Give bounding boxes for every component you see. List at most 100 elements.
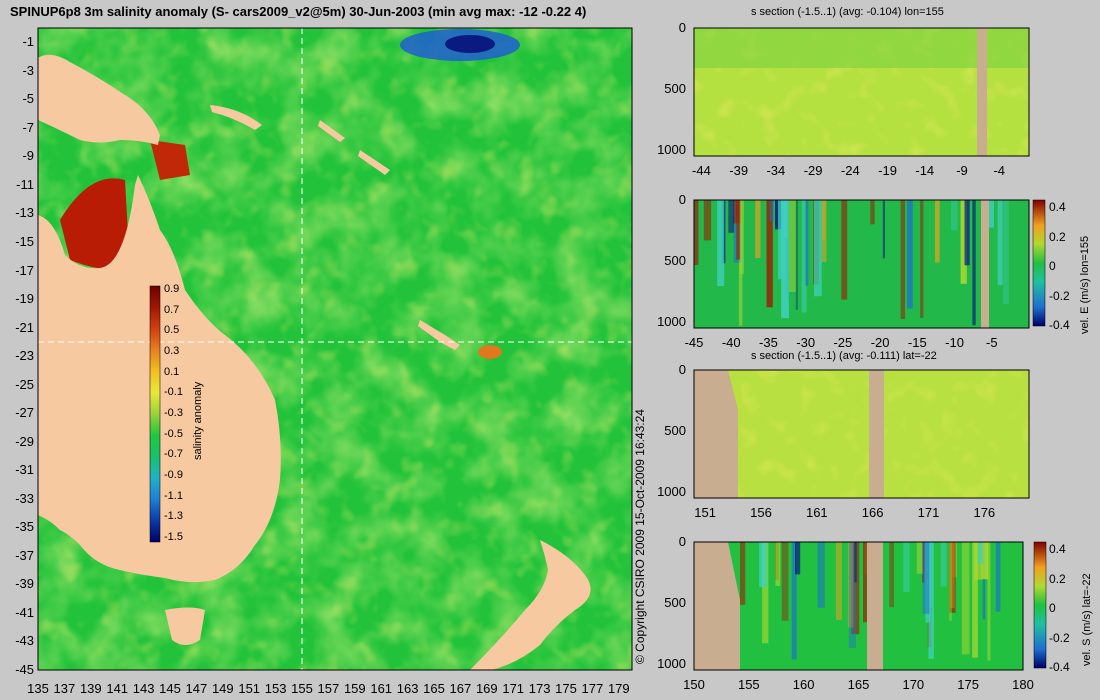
- map-y-tick: -17: [15, 262, 34, 278]
- velocity-stripe: [755, 200, 761, 258]
- panel3-texture: [694, 370, 1029, 498]
- panel1-y-tick: 1000: [657, 141, 686, 157]
- velocity-stripe: [841, 200, 848, 300]
- panel4-y-tick: 1000: [657, 655, 686, 671]
- velocity-stripe: [870, 200, 875, 225]
- land-new-guinea: [38, 54, 160, 145]
- velocity-stripe: [960, 200, 967, 284]
- panel4-x-tick: 160: [792, 677, 815, 692]
- map-y-tick: -21: [15, 319, 34, 335]
- velocity-stripe: [982, 542, 986, 620]
- velocity-stripe: [964, 200, 970, 266]
- panel2-y-tick: 1000: [657, 313, 686, 329]
- velocity-stripe: [795, 200, 798, 310]
- velocity-stripe: [851, 542, 860, 635]
- panel4-land-column: [867, 542, 883, 670]
- map-y-tick: -29: [15, 433, 34, 449]
- map-y-tick: -37: [15, 547, 34, 563]
- map-y-tick: -1: [22, 34, 34, 50]
- map-y-tick: -23: [15, 348, 34, 364]
- panel1-y-tick: 0: [678, 20, 686, 35]
- land-new-britain: [210, 105, 262, 130]
- velocity-stripe: [854, 542, 857, 583]
- velocity-stripe: [863, 542, 871, 623]
- panel2-x-tick: -35: [759, 335, 778, 350]
- velocity-stripe: [847, 542, 854, 628]
- panel1-x-tick: -44: [692, 163, 711, 178]
- panel1-surface-layer: [694, 28, 1029, 68]
- map-x-tick: 161: [370, 681, 393, 696]
- map-x-tick: 145: [159, 681, 181, 696]
- panel3-y-tick: 1000: [657, 483, 686, 499]
- panel3-y-tick: 0: [678, 362, 686, 377]
- panel2-x-tick: -20: [870, 335, 890, 350]
- section-panel-2: [693, 199, 1046, 329]
- panel2-field: [694, 200, 1029, 328]
- velocity-stripe: [778, 200, 786, 280]
- panel4-colorbar-tick: 0: [1049, 601, 1056, 615]
- panel2-y-tick: 500: [664, 252, 686, 268]
- velocity-stripe: [728, 200, 735, 233]
- panel3-x-tick: 171: [917, 505, 940, 520]
- velocity-stripe: [717, 200, 725, 287]
- map-y-tick: -33: [15, 490, 34, 506]
- velocity-stripe: [997, 200, 1003, 286]
- salty-patch-north: [150, 140, 190, 180]
- panel2-velocity-stripes: [694, 200, 1009, 326]
- velocity-stripe: [817, 542, 825, 608]
- map-x-tick: 159: [343, 681, 366, 696]
- velocity-stripe: [900, 200, 906, 319]
- panel3-x-tick: 156: [750, 505, 772, 520]
- map-y-tick: -27: [15, 405, 34, 421]
- velocity-stripe: [822, 200, 826, 241]
- panel4-colorbar-tick: -0.2: [1049, 630, 1070, 645]
- velocity-stripe: [766, 200, 773, 308]
- map-y-tick: -9: [22, 148, 34, 164]
- map-y-tick: -25: [15, 376, 34, 392]
- velocity-stripe: [950, 542, 955, 609]
- map-x-tick: 165: [423, 681, 445, 696]
- velocity-stripe: [805, 200, 809, 286]
- panel2-colorbar-tick: 0.2: [1049, 229, 1066, 244]
- map-x-tick: 179: [607, 681, 630, 696]
- panel3-y-tick: 500: [664, 422, 686, 438]
- panel4-x-tick: 150: [683, 677, 705, 692]
- panel2-x-tick: -25: [833, 335, 853, 350]
- panel4-x-tick: 170: [902, 677, 925, 692]
- panel2-x-tick: -30: [796, 335, 816, 350]
- velocity-stripe: [940, 542, 947, 587]
- map-x-tick: 167: [449, 681, 472, 696]
- main-map: [37, 27, 633, 671]
- velocity-stripe: [972, 200, 976, 326]
- velocity-stripe: [848, 542, 856, 648]
- panel1-x-tick: -29: [803, 163, 823, 178]
- velocity-stripe: [986, 200, 994, 228]
- map-frame: [37, 27, 633, 671]
- copyright-note: © Copyright CSIRO 2009 15-Oct-2009 16:43…: [633, 409, 647, 664]
- salinity-colorbar-tick: -0.1: [164, 386, 183, 399]
- map-x-tick: 153: [264, 681, 287, 696]
- salty-patch-east: [478, 345, 502, 359]
- velocity-stripe: [703, 200, 712, 241]
- panel4-y-tick: 0: [678, 534, 686, 549]
- panel4-frame: [693, 541, 1024, 671]
- velocity-stripe: [972, 542, 978, 658]
- map-x-tick: 137: [53, 681, 76, 696]
- velocity-stripe: [769, 200, 775, 222]
- salinity-colorbar-label: salinity anomaly: [192, 381, 204, 460]
- velocity-stripe: [736, 200, 740, 260]
- map-x-tick: 169: [475, 681, 498, 696]
- panel2-colorbar-tick: -0.2: [1049, 288, 1070, 303]
- velocity-stripe: [916, 542, 923, 574]
- velocity-stripe: [814, 200, 822, 297]
- velocity-stripe: [935, 200, 940, 263]
- panel2-frame: [693, 199, 1030, 329]
- salinity-colorbar-tick: 0.3: [164, 345, 180, 357]
- velE-colorbar-label: vel. E (m/s) lon=155: [1079, 235, 1091, 334]
- salinity-colorbar: [149, 285, 161, 543]
- salinity-colorbar-tick: 0.7: [164, 303, 180, 316]
- panel1-frame: [693, 27, 1030, 157]
- map-y-tick: -45: [15, 662, 34, 677]
- panel4-colorbar-tick: 0.4: [1049, 542, 1066, 556]
- panel1-x-tick: -9: [956, 163, 968, 178]
